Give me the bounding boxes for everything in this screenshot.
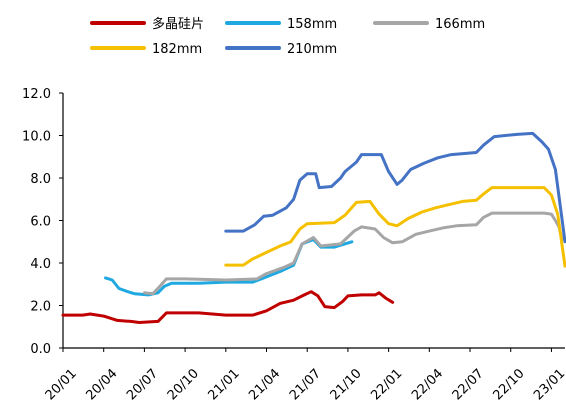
y-tick-label: 0.0 [30, 342, 51, 357]
legend-label-1: 158mm [287, 17, 337, 32]
legend: 多晶硅片 158mm 166mm 182mm 210mm [90, 16, 485, 57]
x-tick-label: 21/01 [206, 366, 243, 403]
series-line-3 [224, 186, 566, 268]
x-tick-label: 21/10 [328, 366, 365, 403]
series-line-4 [224, 131, 566, 244]
series-layer [61, 131, 566, 324]
x-tick-label: 22/07 [450, 366, 487, 403]
y-tick-label: 10.0 [22, 130, 51, 145]
y-tick-label: 8.0 [30, 172, 51, 187]
legend-label-3: 182mm [152, 42, 202, 57]
legend-label-4: 210mm [287, 42, 337, 57]
x-tick-label: 20/07 [124, 366, 161, 403]
x-tick-label: 23/01 [531, 366, 566, 403]
series-line-2 [142, 211, 564, 296]
y-axis: 0.0 2.0 4.0 6.0 8.0 10.0 12.0 [22, 87, 64, 357]
x-tick-label: 21/07 [287, 366, 324, 403]
y-tick-label: 6.0 [30, 215, 51, 230]
x-tick-label: 22/01 [368, 366, 405, 403]
x-tick-label: 22/04 [409, 366, 446, 403]
x-axis: 20/01 20/04 20/07 20/10 21/01 21/04 21/07 21/10… [43, 347, 566, 403]
x-tick-label: 20/04 [83, 366, 120, 403]
x-tick-label: 22/10 [490, 366, 527, 403]
y-tick-label: 12.0 [22, 87, 51, 102]
legend-label-0: 多晶硅片 [152, 16, 204, 32]
x-tick-label: 20/10 [165, 366, 202, 403]
series-line-1 [104, 238, 354, 297]
y-tick-label: 4.0 [30, 257, 51, 272]
y-tick-label: 2.0 [30, 300, 51, 315]
x-tick-label: 21/04 [246, 366, 283, 403]
x-tick-label: 20/01 [43, 366, 80, 403]
series-line-0 [61, 290, 395, 324]
legend-label-2: 166mm [435, 17, 485, 32]
